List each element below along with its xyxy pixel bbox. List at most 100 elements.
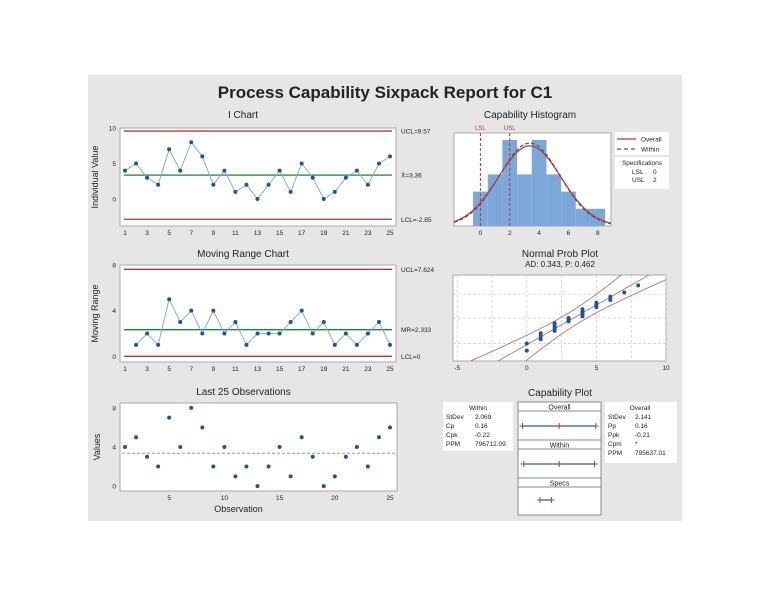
data-point (343, 454, 348, 459)
data-point (244, 182, 249, 187)
data-point (200, 331, 205, 336)
center-label: X̄=3.36 (401, 172, 422, 180)
x-tick-label: 21 (342, 230, 350, 237)
data-point (233, 474, 238, 479)
data-point (332, 189, 337, 194)
data-point (178, 445, 183, 449)
spec-value: 2 (653, 177, 657, 184)
center-label: MR=2.333 (401, 327, 432, 334)
lcl-label: LCL=0 (401, 354, 421, 361)
x-tick-label: 2 (508, 230, 512, 237)
x-tick-label: 25 (386, 230, 394, 237)
data-point (580, 307, 585, 312)
histogram-bar (546, 174, 562, 226)
x-tick-label: 1 (123, 230, 127, 237)
data-point (145, 175, 150, 180)
data-point (299, 308, 304, 313)
data-point (156, 182, 161, 187)
chart-title: I Chart (228, 110, 258, 121)
interval-tick (556, 423, 563, 429)
fit-line (497, 275, 650, 361)
fit-lines (469, 275, 666, 361)
x-tick-label: 13 (254, 366, 262, 373)
data-point (156, 342, 161, 347)
x-tick-label: 13 (254, 230, 262, 237)
y-axis-label: Individual Value (90, 146, 100, 209)
y-tick-label: 5 (112, 161, 116, 168)
data-point (552, 321, 557, 326)
data-point (123, 445, 127, 449)
data-point (189, 140, 194, 145)
interval-label: Overall (548, 405, 571, 412)
data-point (145, 454, 150, 459)
chart-title: Last 25 Observations (196, 387, 291, 398)
interval-tick (591, 461, 598, 467)
data-point (299, 435, 304, 440)
usl-label: USL (504, 126, 516, 132)
plot-area (119, 127, 397, 227)
stat-value: 2.069 (475, 414, 492, 421)
stat-value: * (635, 441, 638, 448)
stat-label: PPM (608, 450, 622, 457)
data-point (388, 342, 392, 347)
interval-tick (520, 461, 527, 467)
data-point (354, 168, 359, 173)
y-axis-label: Values (92, 433, 102, 460)
data-point (538, 337, 543, 342)
data-point (211, 182, 216, 187)
data-point (277, 168, 282, 173)
x-tick-label: 5 (167, 230, 171, 237)
interval-tick (548, 497, 555, 503)
data-point (343, 331, 348, 336)
data-point (310, 331, 315, 336)
data-point (134, 435, 139, 440)
y-tick-label: 4 (112, 308, 116, 315)
data-point (222, 445, 227, 449)
stat-label: Cp (446, 423, 455, 430)
data-point (277, 445, 282, 449)
x-tick-label: 15 (276, 366, 284, 373)
data-point (189, 308, 194, 313)
data-point (622, 290, 627, 295)
lcl-label: LCL=-2.85 (401, 217, 432, 224)
stat-value: -0.22 (475, 432, 490, 439)
overall-stats-title: Overall (630, 405, 651, 412)
data-point (178, 168, 183, 173)
chart-title: Capability Plot (528, 388, 592, 399)
interval-label: Within (550, 443, 570, 450)
y-tick-label: 0 (112, 354, 116, 361)
y-tick-label: 10 (109, 126, 117, 133)
interval-tick (519, 423, 526, 429)
interval-tick (537, 497, 543, 503)
data-point (211, 464, 216, 469)
data-point (266, 464, 271, 469)
histogram-bar (531, 140, 547, 226)
x-tick-label: 20 (331, 495, 339, 502)
data-point (244, 342, 249, 347)
x-tick-label: 5 (167, 366, 171, 373)
capability-plot-frame (517, 401, 602, 516)
interval-header (517, 401, 602, 412)
data-point (343, 175, 348, 180)
data-point (332, 474, 337, 479)
data-point (233, 320, 238, 325)
x-tick-label: 3 (145, 366, 149, 373)
report-title: Process Capability Sixpack Report for C1 (218, 83, 552, 102)
data-point (200, 425, 205, 430)
data-point (636, 283, 641, 288)
x-tick-label: 11 (232, 230, 239, 237)
x-tick-label: 17 (298, 366, 306, 373)
data-point (156, 464, 161, 469)
data-point (365, 182, 370, 187)
histogram-bar (575, 208, 591, 226)
stat-label: Cpm (608, 441, 622, 448)
data-point (388, 154, 392, 159)
data-point (211, 308, 216, 313)
spec-label: USL (632, 177, 645, 184)
x-tick-label: 25 (386, 495, 394, 502)
data-point (365, 331, 370, 336)
data-point (189, 405, 194, 410)
within-stats-title: Within (469, 405, 487, 412)
data-point (332, 342, 337, 347)
data-point (167, 415, 172, 420)
